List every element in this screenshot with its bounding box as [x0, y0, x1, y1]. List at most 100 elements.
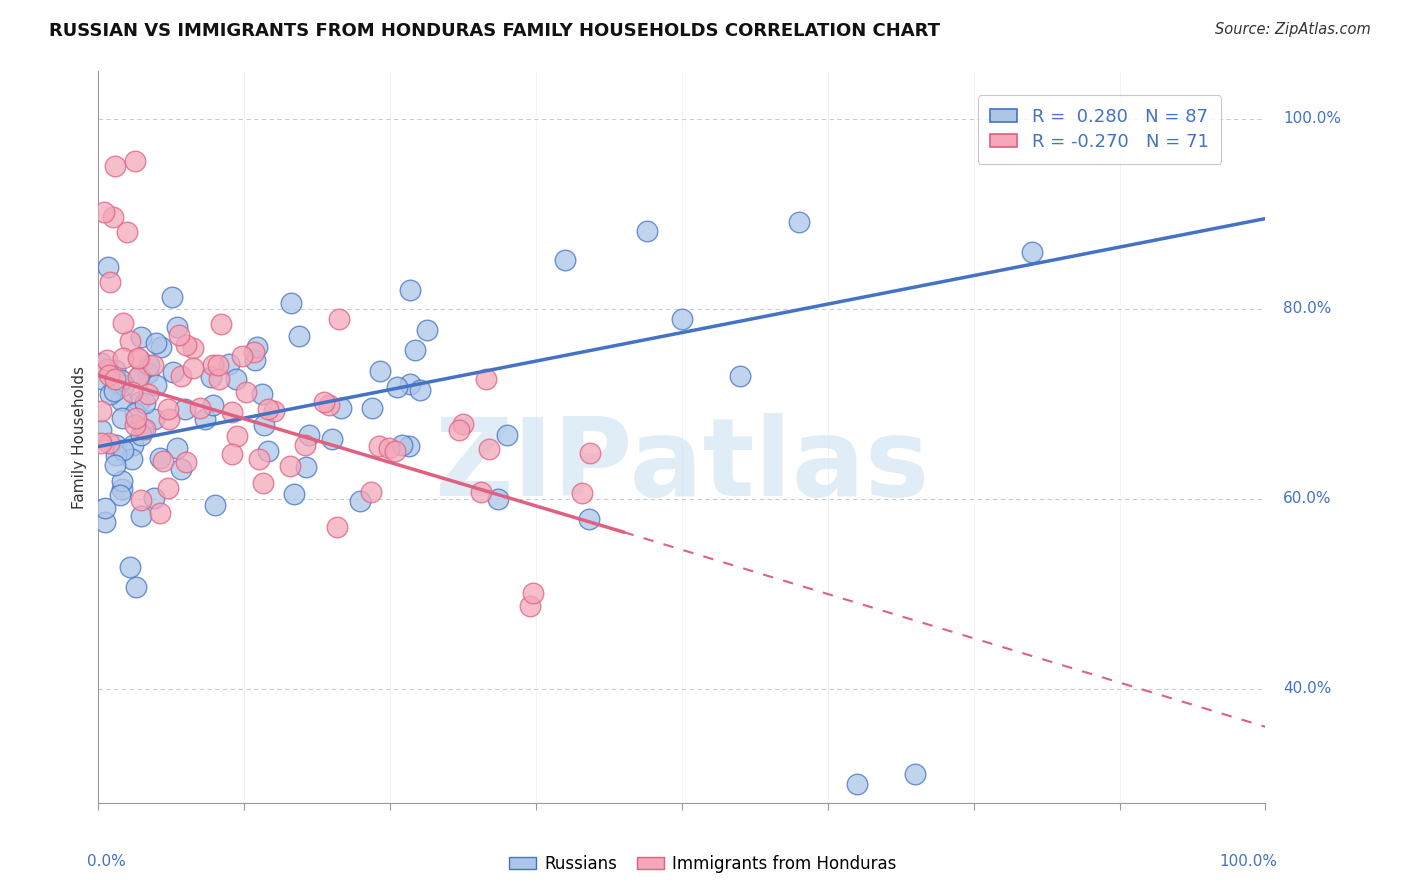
Point [176, 455, 198, 469]
Point [105, 448, 128, 462]
Point [361, 401, 384, 416]
Point [90, 403, 112, 417]
Point [209, 317, 232, 331]
Point [221, 405, 243, 419]
Point [252, 475, 274, 490]
Point [124, 417, 146, 432]
Point [904, 767, 927, 781]
Point [571, 485, 593, 500]
Point [321, 433, 343, 447]
Text: 80.0%: 80.0% [1282, 301, 1331, 317]
Point [138, 358, 160, 372]
Point [125, 411, 148, 425]
Point [181, 361, 204, 376]
Point [125, 580, 148, 594]
Point [104, 159, 127, 173]
Point [162, 365, 184, 379]
Point [846, 777, 869, 791]
Text: Source: ZipAtlas.com: Source: ZipAtlas.com [1215, 22, 1371, 37]
Point [138, 366, 160, 380]
Point [90, 356, 112, 370]
Point [202, 358, 225, 372]
Point [360, 485, 382, 500]
Point [111, 410, 134, 425]
Point [404, 343, 426, 357]
Point [1021, 245, 1043, 260]
Y-axis label: Family Households: Family Households [72, 366, 87, 508]
Point [496, 427, 519, 442]
Point [104, 372, 127, 386]
Legend: R =  0.280   N = 87, R = -0.270   N = 71: R = 0.280 N = 87, R = -0.270 N = 71 [977, 95, 1222, 163]
Text: 100.0%: 100.0% [1282, 112, 1341, 127]
Point [188, 401, 211, 416]
Point [97, 260, 120, 275]
Point [416, 322, 439, 336]
Point [118, 334, 141, 348]
Point [578, 445, 600, 459]
Point [278, 459, 301, 474]
Point [160, 290, 183, 304]
Point [124, 406, 146, 420]
Text: 100.0%: 100.0% [1219, 854, 1277, 869]
Point [104, 363, 127, 377]
Point [145, 336, 167, 351]
Point [131, 493, 153, 508]
Point [218, 357, 240, 371]
Point [128, 395, 150, 409]
Point [145, 377, 167, 392]
Point [522, 586, 544, 600]
Point [157, 481, 180, 495]
Point [200, 370, 222, 384]
Point [283, 487, 305, 501]
Point [257, 443, 280, 458]
Point [225, 372, 247, 386]
Point [129, 508, 152, 523]
Point [134, 396, 156, 410]
Point [221, 447, 243, 461]
Point [207, 358, 229, 372]
Point [173, 402, 195, 417]
Point [136, 386, 159, 401]
Point [112, 316, 135, 330]
Point [103, 384, 125, 398]
Point [166, 441, 188, 455]
Point [318, 399, 340, 413]
Text: 40.0%: 40.0% [1282, 681, 1331, 697]
Point [98, 387, 121, 401]
Point [104, 437, 127, 451]
Point [636, 224, 658, 238]
Point [103, 458, 125, 472]
Point [470, 485, 492, 500]
Point [124, 153, 146, 168]
Point [142, 491, 165, 505]
Point [368, 364, 391, 378]
Point [787, 215, 810, 229]
Point [398, 283, 420, 297]
Point [121, 451, 143, 466]
Point [183, 341, 205, 355]
Point [96, 353, 118, 368]
Point [149, 451, 172, 466]
Point [246, 340, 269, 354]
Point [671, 311, 693, 326]
Point [149, 506, 172, 520]
Point [554, 252, 576, 267]
Point [110, 488, 132, 502]
Point [132, 422, 155, 436]
Point [250, 387, 273, 401]
Point [143, 412, 166, 426]
Point [112, 351, 135, 366]
Point [298, 428, 321, 442]
Point [409, 383, 432, 397]
Point [128, 368, 150, 383]
Point [247, 452, 270, 467]
Point [385, 380, 408, 394]
Point [170, 369, 193, 384]
Point [152, 454, 174, 468]
Point [326, 520, 349, 534]
Point [170, 461, 193, 475]
Point [349, 494, 371, 508]
Point [314, 395, 336, 409]
Point [94, 500, 117, 515]
Point [127, 351, 149, 365]
